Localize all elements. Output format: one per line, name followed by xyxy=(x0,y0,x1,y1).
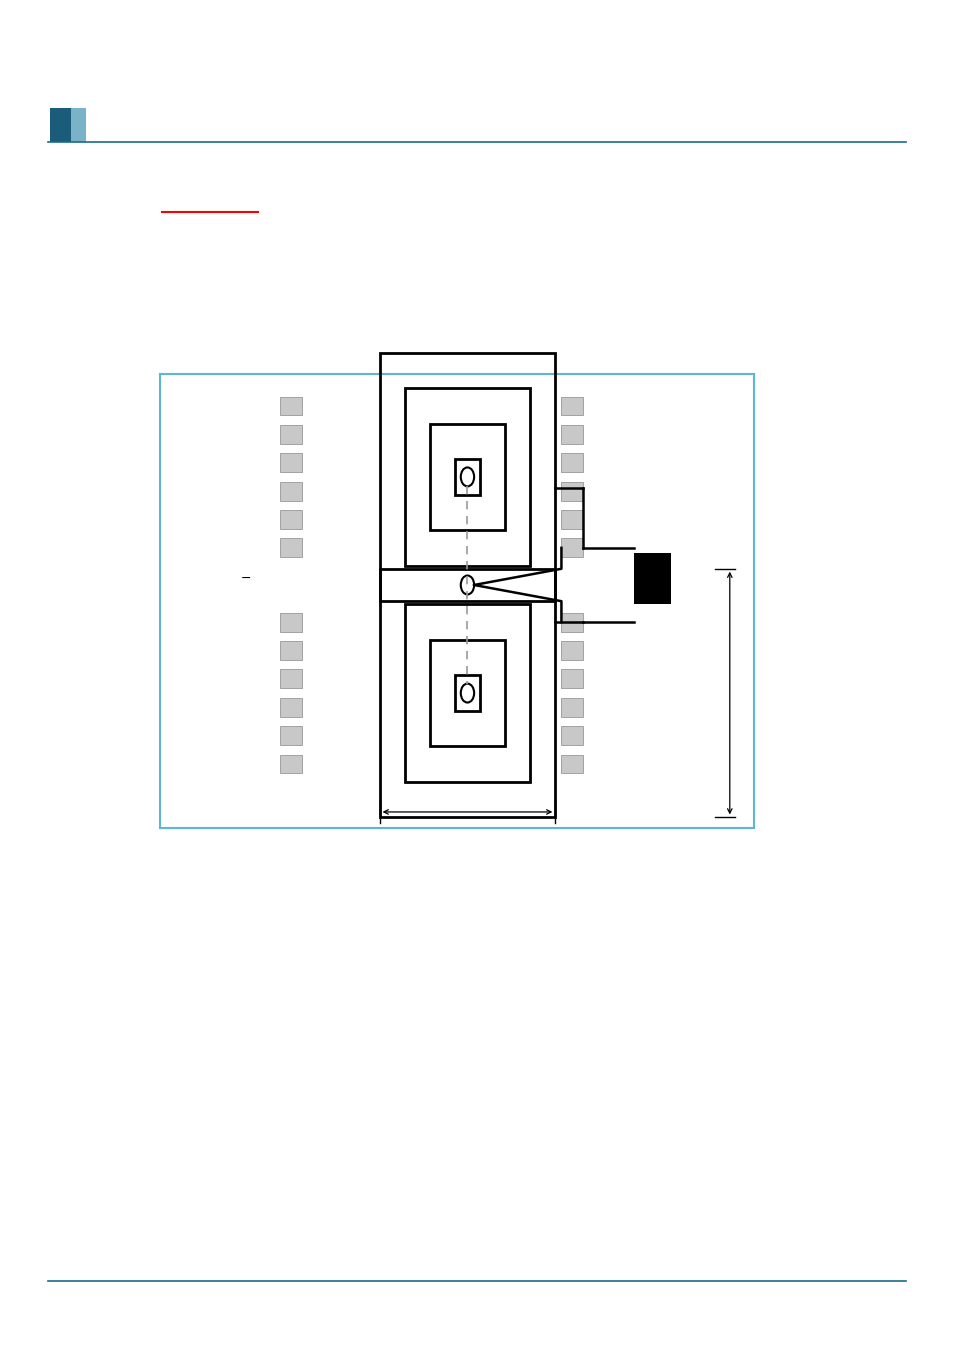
Bar xyxy=(560,397,583,416)
Bar xyxy=(455,459,479,494)
Bar xyxy=(280,698,301,716)
Bar xyxy=(430,424,504,530)
Bar xyxy=(280,509,301,528)
Text: −: − xyxy=(240,571,252,585)
Bar xyxy=(560,424,583,443)
Bar xyxy=(634,553,670,604)
Bar xyxy=(404,604,530,782)
Bar xyxy=(560,698,583,716)
Bar xyxy=(280,482,301,500)
Bar xyxy=(280,670,301,689)
Bar xyxy=(560,754,583,773)
Bar xyxy=(560,670,583,689)
Bar xyxy=(560,482,583,500)
Bar xyxy=(50,108,71,142)
Bar xyxy=(560,539,583,558)
Circle shape xyxy=(460,467,474,486)
Bar xyxy=(280,539,301,558)
Bar xyxy=(280,424,301,443)
Bar xyxy=(280,454,301,473)
Bar xyxy=(280,754,301,773)
Bar xyxy=(560,454,583,473)
Bar xyxy=(379,353,555,601)
Bar xyxy=(404,388,530,566)
Bar xyxy=(560,642,583,661)
Circle shape xyxy=(460,684,474,703)
Bar xyxy=(560,727,583,746)
Bar xyxy=(280,397,301,416)
Bar xyxy=(71,108,86,142)
Bar xyxy=(560,613,583,632)
Bar xyxy=(455,676,479,711)
Bar xyxy=(160,374,753,828)
Circle shape xyxy=(460,576,474,594)
Bar xyxy=(430,640,504,746)
Bar xyxy=(379,569,555,817)
Bar xyxy=(280,642,301,661)
Bar xyxy=(280,613,301,632)
Bar xyxy=(560,509,583,528)
Bar xyxy=(280,727,301,746)
